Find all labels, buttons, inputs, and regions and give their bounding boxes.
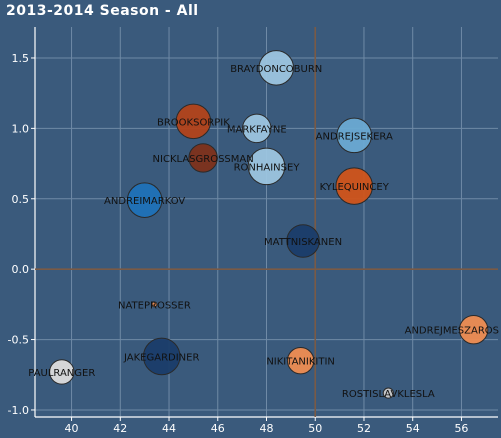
- x-tick-label: 50: [308, 422, 322, 435]
- y-tick-label: 1.0: [12, 122, 30, 135]
- data-point: [242, 113, 272, 144]
- x-tick-label: 42: [113, 422, 127, 435]
- y-axis-ticks: -1.0 -0.5 0.0 0.5 1.0 1.5: [8, 52, 35, 417]
- y-tick-label: -0.5: [8, 334, 29, 347]
- crosshair-lines: [35, 27, 498, 417]
- data-point: [382, 387, 394, 399]
- data-point: [175, 103, 212, 140]
- point-label: JAKEGARDINER: [123, 352, 199, 363]
- point-label: ANDREIMARKOV: [104, 196, 185, 207]
- data-point: [458, 314, 489, 345]
- point-label: NIKITANIKITIN: [266, 357, 335, 368]
- data-point: [142, 337, 181, 376]
- data-point: [335, 167, 374, 205]
- data-point: [151, 301, 158, 308]
- y-tick-label: -1.0: [8, 404, 29, 417]
- point-label: MARKFAYNE: [227, 124, 287, 135]
- data-point: [286, 224, 320, 258]
- data-points: [49, 50, 489, 399]
- point-label: ROSTISLAVKLESLA: [342, 389, 435, 400]
- data-point: [247, 147, 286, 186]
- x-tick-label: 54: [406, 422, 420, 435]
- point-label: NATEPROSSER: [118, 300, 191, 311]
- y-tick-label: 1.5: [12, 52, 30, 65]
- point-label: BRAYDONCOBURN: [230, 64, 322, 75]
- x-axis-ticks: 40 42 44 46 48 50 52 54 56: [65, 417, 468, 435]
- point-label: KYLEQUINCEY: [320, 182, 390, 193]
- point-label: ANDREJMESZAROS: [405, 326, 499, 337]
- x-tick-label: 52: [357, 422, 371, 435]
- data-point: [126, 182, 163, 218]
- data-point: [286, 346, 315, 375]
- chart-title: 2013-2014 Season - All: [6, 3, 199, 19]
- point-label: PAULRANGER: [28, 368, 95, 379]
- data-point: [336, 117, 372, 154]
- y-tick-label: 0.5: [12, 193, 30, 206]
- y-tick-label: 0.0: [12, 263, 30, 276]
- point-label: ANDREJSEKERA: [316, 131, 393, 142]
- data-point: [188, 143, 218, 173]
- data-point: [49, 359, 75, 385]
- x-tick-label: 48: [260, 422, 274, 435]
- point-label: MATTNISKANEN: [264, 237, 342, 248]
- x-tick-label: 44: [162, 422, 176, 435]
- point-label: NICKLASGROSSMAN: [153, 154, 254, 165]
- data-point: [258, 50, 295, 86]
- x-tick-label: 46: [211, 422, 225, 435]
- x-tick-label: 40: [65, 422, 79, 435]
- point-label: BROOKSORPIK: [157, 117, 230, 128]
- point-label: RONHAINSEY: [234, 162, 301, 173]
- x-tick-label: 56: [454, 422, 468, 435]
